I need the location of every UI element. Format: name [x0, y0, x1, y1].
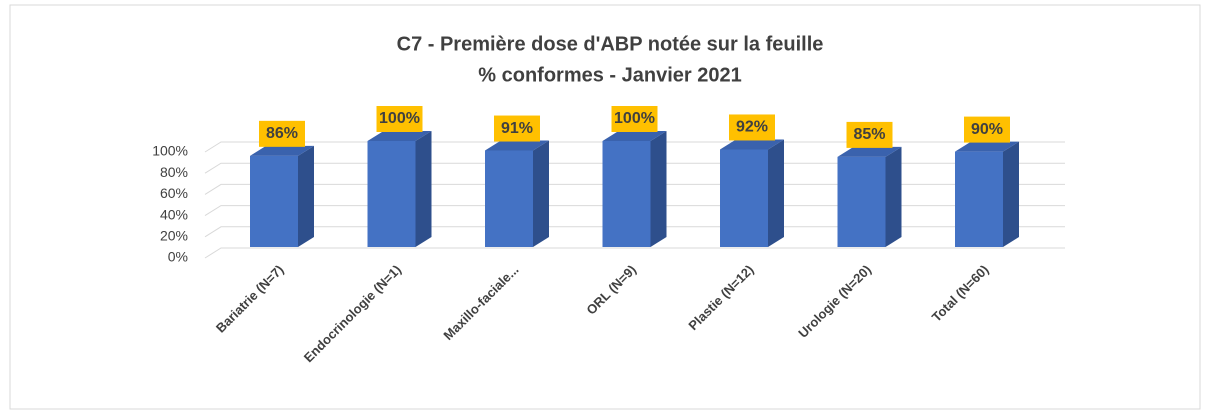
bar-face: [885, 146, 902, 247]
value-label: 91%: [501, 120, 533, 137]
bar: [602, 131, 667, 247]
value-label-box: [729, 114, 775, 141]
bar-face: [250, 145, 314, 156]
bar: [955, 141, 1019, 247]
y-tick-label: 0%: [168, 249, 188, 265]
chart-title: C7 - Première dose d'ABP notée sur la fe…: [397, 33, 824, 55]
y-tick-label: 80%: [160, 164, 188, 180]
bar-face: [367, 131, 432, 141]
value-label: 92%: [736, 119, 768, 136]
value-label: 90%: [971, 121, 1003, 138]
bar-face: [602, 131, 667, 141]
bar-face: [485, 140, 549, 151]
bar: [367, 131, 432, 247]
bar-face: [298, 145, 314, 247]
bar-face: [837, 156, 886, 247]
bar-face: [768, 139, 784, 247]
bar-face: [837, 146, 902, 157]
bar: [485, 140, 549, 247]
value-label: 86%: [266, 125, 298, 142]
value-label-box: [611, 106, 658, 132]
bar-face: [367, 141, 416, 247]
bar-face: [720, 139, 784, 150]
chart-subtitle: % conformes - Janvier 2021: [478, 64, 741, 86]
bar-face: [650, 131, 667, 247]
bar-face: [533, 140, 549, 247]
bar-face: [1003, 141, 1019, 247]
bar-face: [955, 141, 1019, 152]
bar-face: [415, 131, 432, 247]
value-label-box: [259, 120, 305, 147]
grid-line: [204, 247, 1065, 259]
value-label-box: [846, 121, 893, 148]
value-label-box: [376, 106, 423, 132]
value-label-box: [494, 115, 540, 142]
bar-face: [250, 155, 298, 247]
bar: [250, 145, 314, 247]
bar-face: [602, 141, 651, 247]
bar-face: [955, 151, 1003, 247]
bar: [720, 139, 784, 247]
value-label: 100%: [614, 110, 655, 127]
y-tick-label: 40%: [160, 206, 188, 222]
y-tick-label: 20%: [160, 228, 188, 244]
bar: [837, 146, 902, 247]
y-tick-label: 60%: [160, 185, 188, 201]
bar-face: [485, 150, 533, 247]
y-tick-label: 100%: [152, 143, 188, 159]
value-label: 85%: [853, 126, 885, 143]
value-label: 100%: [379, 110, 420, 127]
bar-face: [720, 149, 768, 247]
value-label-box: [964, 116, 1010, 143]
